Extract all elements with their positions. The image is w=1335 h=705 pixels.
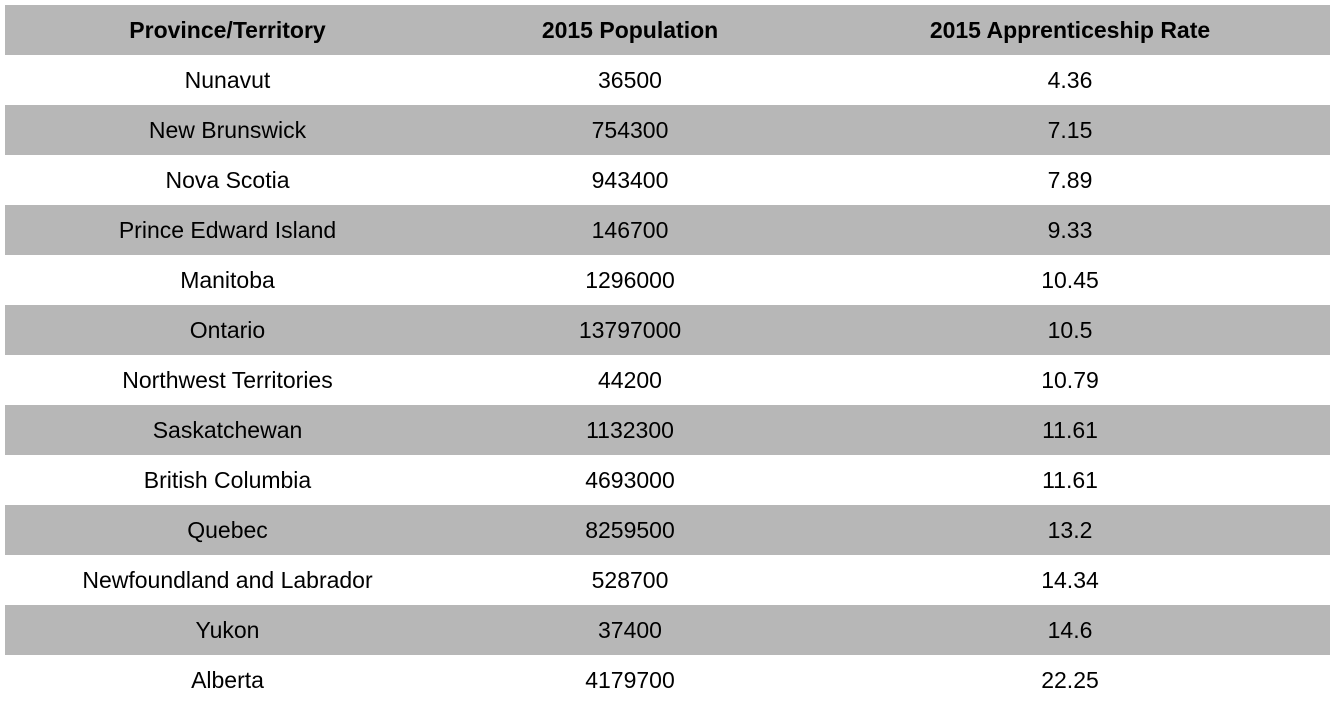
cell-population: 1132300 [450, 405, 810, 455]
cell-population: 754300 [450, 105, 810, 155]
table-row: Yukon 37400 14.6 [5, 605, 1330, 655]
cell-province: Quebec [5, 505, 450, 555]
data-table-container: Province/Territory 2015 Population 2015 … [5, 5, 1330, 705]
table-row: Saskatchewan 1132300 11.61 [5, 405, 1330, 455]
cell-apprenticeship-rate: 7.89 [810, 155, 1330, 205]
table-body: Nunavut 36500 4.36 New Brunswick 754300 7.15 N… [5, 55, 1330, 705]
cell-apprenticeship-rate: 9.33 [810, 205, 1330, 255]
cell-province: New Brunswick [5, 105, 450, 155]
cell-apprenticeship-rate: 4.36 [810, 55, 1330, 105]
cell-apprenticeship-rate: 10.5 [810, 305, 1330, 355]
table-row: Ontario 13797000 10.5 [5, 305, 1330, 355]
table-row: British Columbia 4693000 11.61 [5, 455, 1330, 505]
table-row: Newfoundland and Labrador 528700 14.34 [5, 555, 1330, 605]
column-header-province: Province/Territory [5, 5, 450, 55]
cell-apprenticeship-rate: 14.6 [810, 605, 1330, 655]
cell-province: Prince Edward Island [5, 205, 450, 255]
cell-population: 8259500 [450, 505, 810, 555]
cell-province: Nova Scotia [5, 155, 450, 205]
table-header-row: Province/Territory 2015 Population 2015 … [5, 5, 1330, 55]
cell-apprenticeship-rate: 14.34 [810, 555, 1330, 605]
cell-population: 528700 [450, 555, 810, 605]
cell-province: Yukon [5, 605, 450, 655]
table-row: Quebec 8259500 13.2 [5, 505, 1330, 555]
cell-province: Nunavut [5, 55, 450, 105]
column-header-population: 2015 Population [450, 5, 810, 55]
cell-apprenticeship-rate: 11.61 [810, 455, 1330, 505]
cell-population: 943400 [450, 155, 810, 205]
cell-province: Saskatchewan [5, 405, 450, 455]
cell-population: 4693000 [450, 455, 810, 505]
cell-population: 37400 [450, 605, 810, 655]
table-row: Northwest Territories 44200 10.79 [5, 355, 1330, 405]
cell-population: 1296000 [450, 255, 810, 305]
table-row: Nova Scotia 943400 7.89 [5, 155, 1330, 205]
cell-population: 4179700 [450, 655, 810, 705]
cell-population: 44200 [450, 355, 810, 405]
cell-province: British Columbia [5, 455, 450, 505]
cell-province: Alberta [5, 655, 450, 705]
table-row: Manitoba 1296000 10.45 [5, 255, 1330, 305]
table-row: Nunavut 36500 4.36 [5, 55, 1330, 105]
cell-apprenticeship-rate: 13.2 [810, 505, 1330, 555]
cell-apprenticeship-rate: 22.25 [810, 655, 1330, 705]
table-row: Prince Edward Island 146700 9.33 [5, 205, 1330, 255]
cell-province: Newfoundland and Labrador [5, 555, 450, 605]
cell-apprenticeship-rate: 10.45 [810, 255, 1330, 305]
cell-province: Ontario [5, 305, 450, 355]
cell-province: Northwest Territories [5, 355, 450, 405]
table-row: New Brunswick 754300 7.15 [5, 105, 1330, 155]
cell-apprenticeship-rate: 11.61 [810, 405, 1330, 455]
cell-population: 146700 [450, 205, 810, 255]
table-row: Alberta 4179700 22.25 [5, 655, 1330, 705]
apprenticeship-table: Province/Territory 2015 Population 2015 … [5, 5, 1330, 705]
column-header-apprenticeship-rate: 2015 Apprenticeship Rate [810, 5, 1330, 55]
cell-population: 36500 [450, 55, 810, 105]
cell-apprenticeship-rate: 7.15 [810, 105, 1330, 155]
cell-apprenticeship-rate: 10.79 [810, 355, 1330, 405]
cell-province: Manitoba [5, 255, 450, 305]
cell-population: 13797000 [450, 305, 810, 355]
